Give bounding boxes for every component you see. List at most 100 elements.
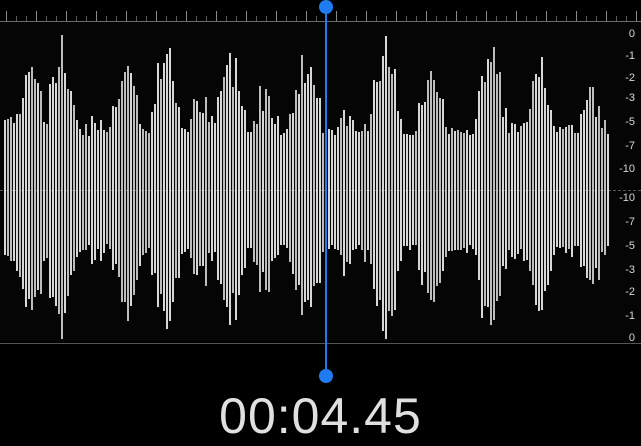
waveform-bar: [208, 121, 210, 254]
waveform-bar: [496, 73, 498, 302]
ruler-tick: [636, 11, 637, 21]
waveform-bar: [37, 83, 39, 291]
waveform-area[interactable]: [0, 22, 641, 342]
waveform-bar: [151, 112, 153, 275]
ruler-tick: [166, 16, 167, 21]
ruler-tick: [526, 16, 527, 21]
waveform-bar: [358, 131, 360, 245]
waveform-bar: [394, 68, 396, 310]
playhead-line[interactable]: [325, 8, 327, 376]
ruler-tick: [136, 16, 137, 21]
waveform-bar: [91, 116, 93, 265]
waveform-bar: [34, 78, 36, 297]
waveform-bar: [511, 123, 513, 257]
waveform-bar: [274, 124, 276, 259]
waveform-bar: [538, 77, 540, 311]
waveform-bar: [115, 106, 117, 264]
waveform-bar: [88, 135, 90, 245]
waveform-bar: [145, 131, 147, 253]
waveform-bar: [475, 119, 477, 255]
db-scale-label: -5: [625, 240, 635, 252]
waveform-bar: [298, 94, 300, 285]
waveform-bar: [295, 90, 297, 290]
waveform-bar: [574, 132, 576, 246]
waveform-bar: [454, 131, 456, 251]
ruler-tick: [586, 16, 587, 21]
waveform-bar: [472, 133, 474, 250]
ruler-tick: [616, 16, 617, 21]
db-scale-label: -1: [625, 310, 635, 322]
waveform-bar: [409, 135, 411, 251]
ruler-tick: [156, 11, 157, 21]
waveform-bar: [226, 65, 228, 307]
ruler-tick: [186, 11, 187, 21]
waveform-bar: [424, 102, 426, 273]
waveform-bar: [55, 83, 57, 306]
waveform-bar: [553, 126, 555, 255]
waveform-bar: [175, 102, 177, 278]
ruler-tick: [456, 11, 457, 21]
ruler-tick: [106, 16, 107, 21]
ruler-tick: [146, 16, 147, 21]
waveform-bar: [16, 114, 18, 271]
waveform-bar: [361, 130, 363, 251]
waveform-bar: [331, 130, 333, 245]
ruler-tick: [346, 16, 347, 21]
ruler-tick: [476, 16, 477, 21]
ruler-tick: [276, 11, 277, 21]
ruler-tick: [516, 11, 517, 21]
ruler-tick: [466, 16, 467, 21]
waveform-bar: [256, 124, 258, 266]
waveform-bar: [49, 83, 51, 299]
db-scale-label: -7: [625, 216, 635, 228]
waveform-bar: [547, 104, 549, 286]
waveform-bar: [109, 127, 111, 250]
waveform-bar: [154, 104, 156, 273]
waveform-bar: [562, 129, 564, 247]
waveform-bar: [337, 127, 339, 250]
waveform-bar: [334, 135, 336, 249]
waveform-bar: [136, 95, 138, 281]
waveform-bar: [229, 52, 231, 326]
ruler-tick: [206, 16, 207, 21]
ruler-tick: [246, 11, 247, 21]
waveform-bar: [412, 134, 414, 245]
waveform-bar: [535, 74, 537, 305]
waveform-bar: [70, 91, 72, 276]
ruler-tick: [566, 16, 567, 21]
waveform-bar: [550, 110, 552, 272]
ruler-tick: [376, 16, 377, 21]
waveform-bar: [250, 132, 252, 248]
waveform-bar: [355, 130, 357, 250]
waveform-bar: [130, 72, 132, 307]
waveform-bar: [505, 107, 507, 269]
waveform-bar: [592, 87, 594, 284]
waveform-bar: [127, 66, 129, 322]
waveform-bar: [163, 63, 165, 312]
waveform-bar: [493, 47, 495, 320]
playhead-top-handle-icon[interactable]: [319, 0, 333, 14]
waveform-bar: [253, 121, 255, 262]
waveform-bar: [310, 67, 312, 307]
waveform-bar: [367, 131, 369, 250]
waveform-bar: [184, 129, 186, 252]
waveform-bar: [469, 134, 471, 246]
db-scale-label: -7: [625, 140, 635, 152]
waveform-bar: [73, 104, 75, 271]
ruler-tick: [356, 16, 357, 21]
waveform-bar: [196, 100, 198, 275]
waveform-bar: [268, 95, 270, 293]
ruler-tick: [486, 11, 487, 21]
waveform-bar: [235, 58, 237, 321]
waveform-bar: [10, 117, 12, 262]
waveform-bar: [445, 127, 447, 257]
waveform-bar: [199, 112, 201, 266]
db-scale-label: -1: [625, 50, 635, 62]
waveform-bar: [247, 131, 249, 249]
waveform-bar: [580, 113, 582, 267]
waveform-bar: [286, 128, 288, 249]
waveform-bar: [283, 133, 285, 245]
waveform-bar: [172, 81, 174, 302]
waveform-bar: [124, 72, 126, 303]
playhead-bottom-handle-icon[interactable]: [319, 369, 333, 383]
